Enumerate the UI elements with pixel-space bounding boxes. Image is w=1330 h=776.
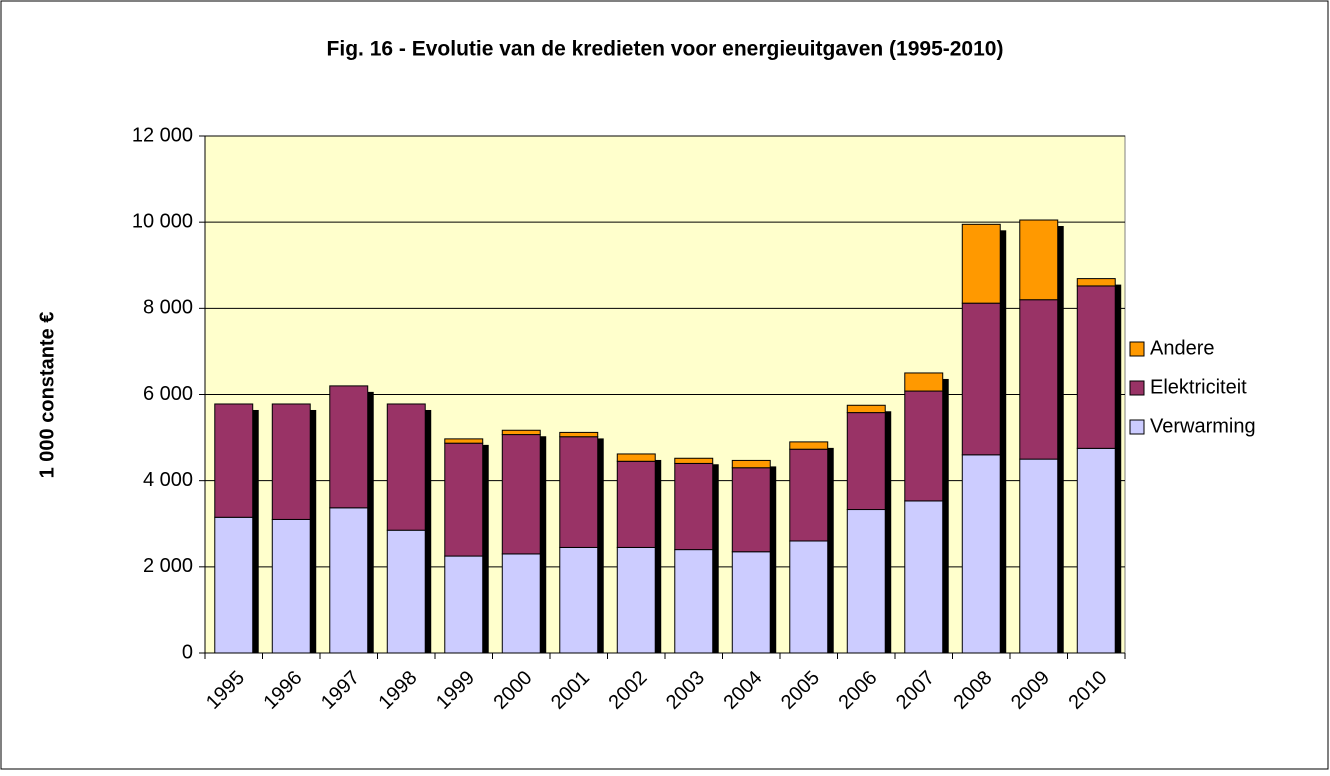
bar-segment bbox=[731, 551, 771, 654]
bar-segment bbox=[731, 459, 771, 469]
bar-segment bbox=[961, 302, 1001, 456]
bar-segment bbox=[501, 434, 541, 555]
bar-segment bbox=[904, 372, 944, 392]
legend-swatch bbox=[1129, 380, 1145, 396]
bar-segment bbox=[329, 385, 369, 509]
bar-segment bbox=[846, 404, 886, 414]
y-axis-label: 1 000 constante € bbox=[36, 312, 58, 479]
bar-segment bbox=[1076, 447, 1116, 654]
bar-segment bbox=[501, 553, 541, 654]
legend-swatch bbox=[1129, 341, 1145, 357]
bar-segment bbox=[1076, 278, 1116, 287]
bar-segment bbox=[559, 431, 599, 438]
chart-title: Fig. 16 - Evolutie van de kredieten voor… bbox=[327, 38, 1004, 61]
bar-segment bbox=[616, 460, 656, 548]
bar-segment bbox=[501, 429, 541, 436]
bar-segment bbox=[674, 457, 714, 464]
bar-segment bbox=[616, 453, 656, 462]
y-tick-label: 0 bbox=[182, 641, 193, 663]
bar-segment bbox=[559, 546, 599, 654]
y-tick-label: 12 000 bbox=[132, 124, 193, 146]
bar-segment bbox=[674, 462, 714, 551]
bar-segment bbox=[444, 555, 484, 654]
bar-segment bbox=[789, 540, 829, 654]
bar-segment bbox=[214, 516, 254, 654]
y-tick-label: 4 000 bbox=[143, 469, 193, 491]
bar-segment bbox=[386, 529, 426, 654]
bar-segment bbox=[1076, 285, 1116, 449]
legend-label: Elektriciteit bbox=[1150, 376, 1247, 398]
y-tick-label: 6 000 bbox=[143, 383, 193, 405]
bar-segment bbox=[1019, 458, 1059, 654]
bar-segment bbox=[961, 454, 1001, 654]
bar-segment bbox=[846, 509, 886, 654]
bar-segment bbox=[961, 223, 1001, 304]
bar-segment bbox=[846, 412, 886, 511]
bar-segment bbox=[271, 518, 311, 654]
bar-segment bbox=[329, 507, 369, 654]
bar-segment bbox=[559, 436, 599, 548]
bar-segment bbox=[214, 403, 254, 518]
bar-segment bbox=[386, 403, 426, 531]
bar-segment bbox=[731, 467, 771, 553]
bar-segment bbox=[1019, 219, 1059, 301]
legend-swatch bbox=[1129, 419, 1145, 435]
bar-segment bbox=[444, 442, 484, 557]
bar-segment bbox=[444, 438, 484, 444]
legend-label: Verwarming bbox=[1150, 415, 1256, 437]
bar-segment bbox=[271, 403, 311, 520]
y-tick-label: 8 000 bbox=[143, 297, 193, 319]
y-tick-label: 2 000 bbox=[143, 555, 193, 577]
bar-segment bbox=[616, 546, 656, 654]
bar-segment bbox=[904, 500, 944, 654]
y-tick-label: 10 000 bbox=[132, 210, 193, 232]
legend-label: Andere bbox=[1150, 337, 1215, 359]
bar-segment bbox=[789, 441, 829, 450]
bar-segment bbox=[674, 549, 714, 654]
bar-segment bbox=[1019, 299, 1059, 460]
bar-segment bbox=[904, 390, 944, 502]
bar-segment bbox=[789, 448, 829, 542]
